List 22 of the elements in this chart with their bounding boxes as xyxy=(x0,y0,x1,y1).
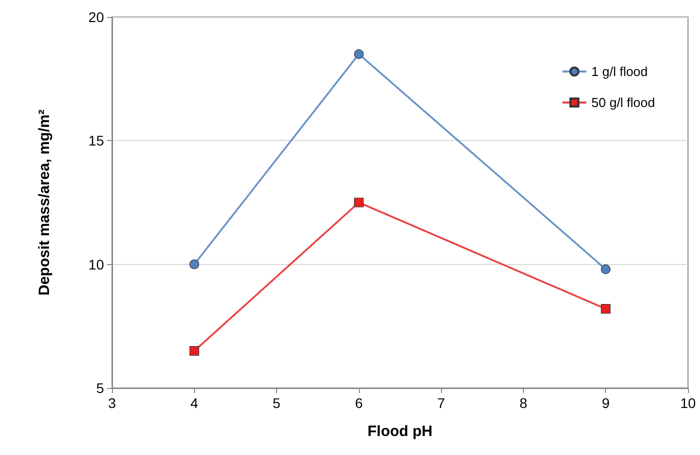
x-tick-label: 5 xyxy=(272,395,281,411)
x-tick-label: 8 xyxy=(520,395,528,411)
x-axis-title: Flood pH xyxy=(368,423,432,440)
x-tick-label: 7 xyxy=(437,395,446,411)
point xyxy=(600,304,611,314)
point xyxy=(189,260,200,270)
y-tick-label: 5 xyxy=(96,380,104,396)
x-tick-label: 6 xyxy=(354,395,363,411)
y-axis-title: Deposit mass/area, mg/m² xyxy=(36,110,53,296)
point xyxy=(189,346,200,356)
point xyxy=(354,49,364,59)
y-tick-label: 15 xyxy=(88,132,104,149)
legend-label: 50 g/l flood xyxy=(591,95,656,110)
x-tick-label: 3 xyxy=(108,395,116,411)
x-tick-label: 10 xyxy=(680,395,696,411)
x-tick-label: 9 xyxy=(602,395,610,411)
point xyxy=(354,198,364,208)
point xyxy=(600,264,611,274)
legend-label: 1 g/l flood xyxy=(591,64,648,79)
y-tick-label: 10 xyxy=(88,256,104,272)
x-tick-label: 4 xyxy=(190,395,198,411)
y-tick-label: 20 xyxy=(88,9,104,25)
